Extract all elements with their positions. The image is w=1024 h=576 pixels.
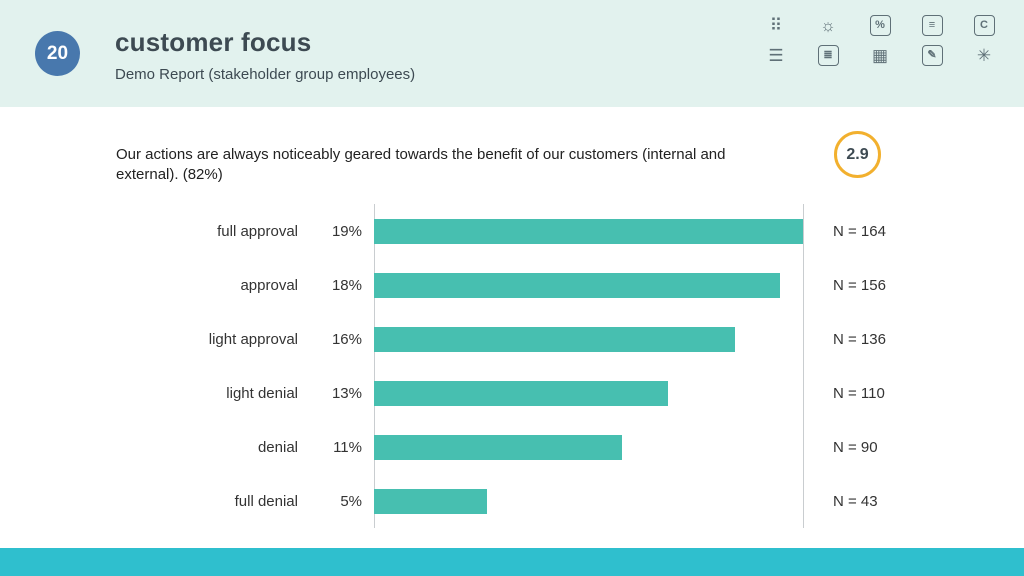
footer-accent-bar (0, 548, 1024, 576)
category-label: light denial (226, 384, 298, 402)
chart-rows: full approval 19% N = 164 approval 18% N = 15… (0, 204, 1024, 528)
bar-track (374, 326, 803, 352)
comment-icon[interactable]: ≡ (921, 14, 943, 36)
count-label: N = 43 (833, 492, 878, 510)
value-label: 13% (331, 384, 362, 402)
sparkle-icon[interactable]: ✳ (976, 45, 992, 65)
bar-track (374, 434, 803, 460)
header: 20 customer focus Demo Report (stakehold… (0, 0, 1024, 107)
bar-track (374, 488, 803, 514)
page-number-badge: 20 (35, 31, 80, 76)
bar-track (374, 272, 803, 298)
left-axis-line (374, 204, 375, 528)
value-label: 11% (333, 438, 362, 456)
bar (374, 434, 623, 460)
score-badge: 2.9 (834, 131, 881, 178)
value-label: 5% (340, 492, 362, 510)
toolbar: ⠿ ☼ % ≡ C ☰ ≣ ▦ ✎ ✳ (750, 10, 1010, 70)
question-text: Our actions are always noticeably geared… (116, 146, 726, 184)
table-icon[interactable]: ▦ (871, 45, 889, 65)
count-label: N = 136 (833, 330, 886, 348)
bar (374, 380, 668, 406)
category-label: light approval (208, 330, 298, 348)
chart-row: full approval 19% N = 164 (0, 204, 1024, 258)
category-label: approval (240, 276, 298, 294)
bar (374, 272, 781, 298)
chart-row: light denial 13% N = 110 (0, 366, 1024, 420)
category-label: full denial (234, 492, 298, 510)
bar-track (374, 380, 803, 406)
count-label: N = 110 (833, 384, 885, 402)
page-title: customer focus (115, 27, 312, 57)
align-list-icon[interactable]: ☰ (768, 45, 784, 65)
count-label: N = 164 (833, 222, 886, 240)
percent-icon[interactable]: % (869, 14, 891, 36)
chart-row: full denial 5% N = 43 (0, 474, 1024, 528)
bar (374, 488, 487, 514)
count-label: N = 156 (833, 276, 886, 294)
chart-row: light approval 16% N = 136 (0, 312, 1024, 366)
bar-chart: full approval 19% N = 164 approval 18% N = 15… (0, 204, 1024, 528)
right-axis-line (803, 204, 804, 528)
category-label: denial (257, 438, 298, 456)
bar (374, 326, 736, 352)
grid-dots-icon[interactable]: ⠿ (769, 15, 783, 35)
count-label: N = 90 (833, 438, 878, 456)
value-label: 18% (331, 276, 362, 294)
document-icon[interactable]: ≣ (817, 44, 839, 66)
report-edit-icon[interactable]: ✎ (921, 44, 943, 66)
value-label: 19% (331, 222, 362, 240)
chart-row: denial 11% N = 90 (0, 420, 1024, 474)
category-label: full approval (217, 222, 298, 240)
letter-c-icon[interactable]: C (973, 14, 995, 36)
page-subtitle: Demo Report (stakeholder group employees… (115, 66, 416, 83)
bar (374, 218, 803, 244)
sun-icon[interactable]: ☼ (820, 15, 836, 35)
chart-row: approval 18% N = 156 (0, 258, 1024, 312)
title-block: customer focus Demo Report (stakeholder … (115, 27, 415, 83)
bar-track (374, 218, 803, 244)
value-label: 16% (331, 330, 362, 348)
